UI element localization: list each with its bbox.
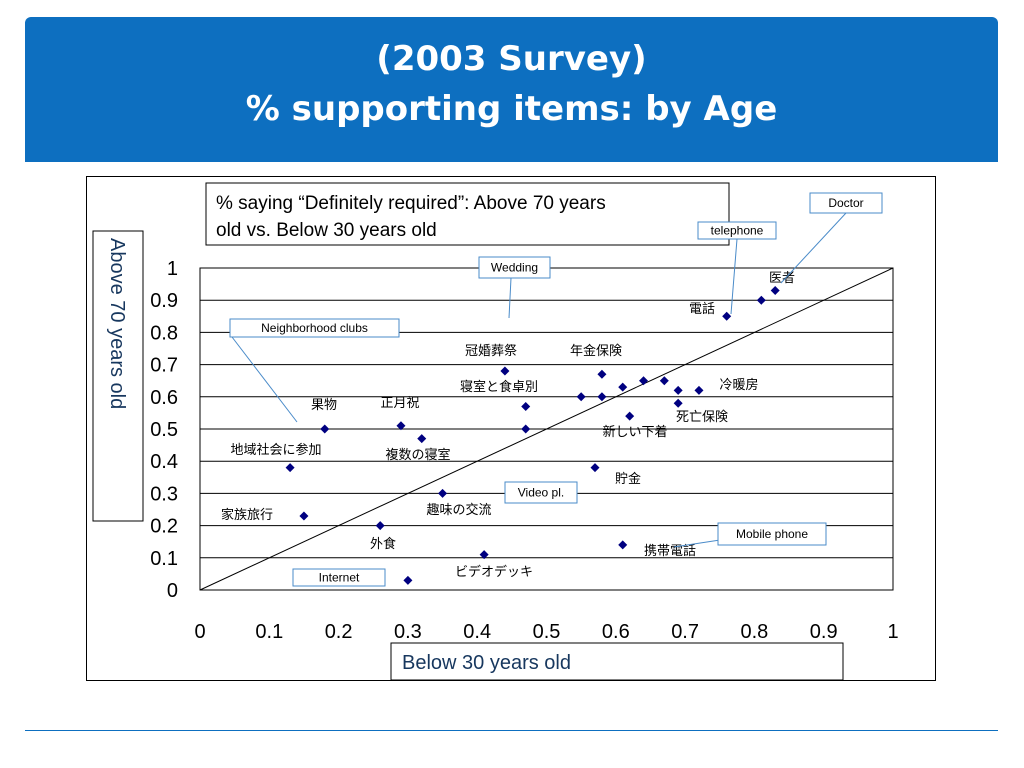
y-tick-label: 0.1	[150, 548, 178, 570]
point-label: 家族旅行	[221, 507, 273, 523]
slide-title-line2: % supporting items: by Age	[245, 89, 778, 129]
data-point	[694, 385, 704, 395]
ylabel-box	[92, 230, 144, 522]
data-point	[618, 540, 628, 550]
callout-box	[809, 192, 883, 214]
callout-box	[478, 256, 551, 279]
callout-label: Doctor	[828, 196, 863, 210]
x-tick-label: 0.5	[533, 621, 561, 643]
y-tick-label: 0.3	[150, 483, 178, 505]
x-tick-label: 0.2	[325, 621, 353, 643]
x-tick-label: 0.3	[394, 621, 422, 643]
callout-label: telephone	[711, 224, 764, 238]
callout-leader	[508, 277, 512, 319]
y-tick-label: 0.9	[150, 290, 178, 312]
data-point	[500, 366, 510, 376]
callout-box	[229, 318, 400, 338]
data-point	[417, 434, 427, 444]
point-label: 冠婚葬祭	[465, 344, 517, 359]
y-tick-label: 0.6	[150, 387, 178, 409]
xlabel-box	[390, 642, 844, 681]
data-point	[673, 398, 683, 408]
y-tick-label: 0.8	[150, 322, 178, 344]
point-label: 医者	[769, 271, 795, 286]
data-point	[618, 382, 628, 392]
y-axis-label: Above 70 years old	[106, 238, 128, 409]
callout-label: Video pl.	[518, 486, 564, 500]
callout-leader	[673, 539, 721, 548]
callout-label: Wedding	[491, 261, 538, 275]
y-tick-label: 0.7	[150, 355, 178, 377]
x-tick-label: 0.9	[810, 621, 838, 643]
point-label: 冷暖房	[719, 377, 758, 393]
x-tick-label: 0	[194, 621, 205, 643]
note-line2: old vs. Below 30 years old	[216, 220, 437, 241]
data-point	[299, 511, 309, 521]
point-label: 新しい下着	[602, 424, 667, 440]
point-label: 年金保険	[570, 343, 622, 359]
callout-label: Internet	[319, 571, 360, 585]
data-point	[639, 376, 649, 386]
point-label: 趣味の交流	[426, 502, 491, 518]
callout-label: Mobile phone	[736, 527, 808, 541]
footer-divider	[25, 730, 998, 731]
data-point	[403, 575, 413, 585]
point-label: 外食	[370, 536, 396, 552]
x-tick-label: 0.8	[740, 621, 768, 643]
y-tick-label: 0.4	[150, 451, 178, 473]
x-tick-label: 0.7	[671, 621, 699, 643]
data-point	[396, 421, 406, 431]
callout-leader	[780, 212, 847, 284]
callout-box	[717, 522, 827, 546]
point-label: 死亡保険	[676, 410, 728, 425]
point-label: 寝室と食卓別	[460, 379, 538, 395]
point-label: ビデオデッキ	[455, 564, 533, 580]
slide-title-line1: (2003 Survey)	[376, 39, 647, 79]
callout-box	[697, 221, 777, 240]
y-tick-label: 0	[167, 580, 178, 602]
data-point	[659, 376, 669, 386]
y-tick-label: 1	[167, 258, 178, 280]
data-point	[521, 401, 531, 411]
data-point	[597, 392, 607, 402]
data-point	[590, 463, 600, 473]
reference-line	[199, 267, 894, 591]
point-label: 地域社会に参加	[230, 442, 321, 458]
callout-box	[292, 568, 386, 587]
x-tick-label: 0.4	[463, 621, 491, 643]
data-point	[521, 424, 531, 434]
note-line1: % saying “Definitely required”: Above 70…	[216, 193, 606, 214]
point-label: 果物	[311, 398, 337, 413]
point-label: 貯金	[615, 471, 641, 487]
data-point	[375, 521, 385, 531]
data-point	[756, 295, 766, 305]
x-tick-label: 0.1	[255, 621, 283, 643]
y-tick-label: 0.2	[150, 516, 178, 538]
data-point	[285, 463, 295, 473]
callout-box	[504, 481, 578, 504]
x-tick-label: 0.6	[602, 621, 630, 643]
callout-leader	[730, 238, 738, 315]
point-label: 複数の寝室	[385, 447, 450, 463]
callout-label: Neighborhood clubs	[261, 321, 368, 335]
data-point	[722, 311, 732, 321]
note-box	[205, 182, 730, 246]
point-label: 電話	[689, 301, 715, 317]
point-label: 携帯電話	[644, 543, 696, 559]
callout-leader	[231, 336, 298, 423]
x-axis-label: Below 30 years old	[402, 652, 571, 674]
y-tick-label: 0.5	[150, 419, 178, 441]
data-point	[597, 369, 607, 379]
data-point	[770, 286, 780, 296]
data-point	[320, 424, 330, 434]
x-tick-label: 1	[887, 621, 898, 643]
data-point	[576, 392, 586, 402]
data-point	[479, 550, 489, 560]
data-point	[673, 385, 683, 395]
point-label: 正月祝	[380, 396, 419, 411]
data-point	[438, 488, 448, 498]
title-banner: (2003 Survey) % supporting items: by Age	[25, 17, 998, 162]
data-point	[625, 411, 635, 421]
